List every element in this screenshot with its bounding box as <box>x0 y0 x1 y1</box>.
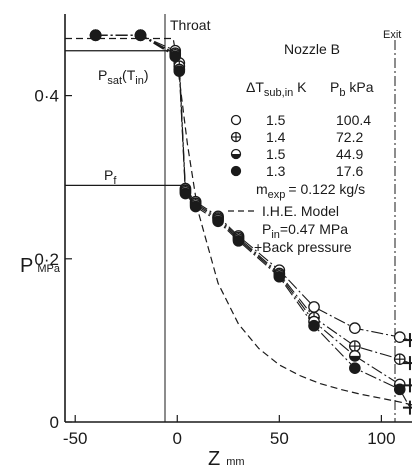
legend-pb-header: Pb kPa <box>330 79 374 99</box>
legend-dt-2: 1.4 <box>266 129 286 145</box>
exit-label: Exit <box>383 29 401 41</box>
legend-marker-filled <box>230 165 242 177</box>
legend-marker-open <box>230 114 242 126</box>
back-pressure-legend: +Back pressure <box>254 239 352 255</box>
throat-label: Throat <box>170 17 211 33</box>
data-point-cross <box>348 340 361 352</box>
y-tick-label: 0 <box>50 413 59 432</box>
data-point-filled <box>189 200 202 213</box>
data-point-open <box>348 322 361 335</box>
data-point-filled <box>273 270 286 283</box>
data-point-filled <box>212 215 224 228</box>
data-point-filled <box>169 50 182 63</box>
legend-pb-1: 100.4 <box>336 112 371 128</box>
legend-dt-3: 1.5 <box>266 146 286 162</box>
x-tick-label: 50 <box>270 429 289 448</box>
x-tick-label: -50 <box>63 429 88 448</box>
data-point-cross <box>393 353 406 366</box>
data-point-open <box>308 301 320 313</box>
legend-dt-header: ΔTsub,in K <box>246 79 307 99</box>
data-point-filled <box>179 187 192 200</box>
data-point-filled <box>232 235 245 247</box>
data-point-half <box>348 350 361 362</box>
y-tick-label: 0·4 <box>34 87 59 106</box>
y-tick-label: 0·2 <box>34 250 59 269</box>
mass-flow-label: mexp = 0.122 kg/s <box>256 181 365 201</box>
legend-dt-1: 1.5 <box>266 112 286 128</box>
data-point-filled <box>308 319 320 332</box>
y-axis-label: P MPa <box>20 255 61 277</box>
ihe-legend-label: I.H.E. Model <box>262 203 339 219</box>
psat-label: Psat(Tin) <box>98 67 148 87</box>
legend-marker-half <box>230 148 242 160</box>
legend-pb-3: 44.9 <box>336 146 363 162</box>
legend-marker-cross <box>230 131 242 143</box>
data-point-filled <box>393 383 406 396</box>
data-point-filled <box>349 362 361 374</box>
x-tick-label: 0 <box>173 429 182 448</box>
x-tick-label: 100 <box>367 429 395 448</box>
legend-pb-4: 17.6 <box>336 163 363 179</box>
back-pressure-mark <box>402 400 412 415</box>
nozzle-label: Nozzle B <box>284 41 340 57</box>
legend-pb-2: 72.2 <box>336 129 363 145</box>
back-pressure-mark <box>402 333 412 348</box>
data-point-filled <box>173 65 186 77</box>
legend-dt-4: 1.3 <box>266 163 286 179</box>
data-point-filled <box>134 29 147 42</box>
back-pressure-mark <box>402 356 412 371</box>
back-pressure-mark <box>402 378 412 393</box>
data-point-filled <box>89 29 102 42</box>
inlet-pressure-label: Pin=0.47 MPa <box>262 221 348 241</box>
data-point-open <box>393 331 406 343</box>
pf-label: Pf <box>104 167 117 187</box>
